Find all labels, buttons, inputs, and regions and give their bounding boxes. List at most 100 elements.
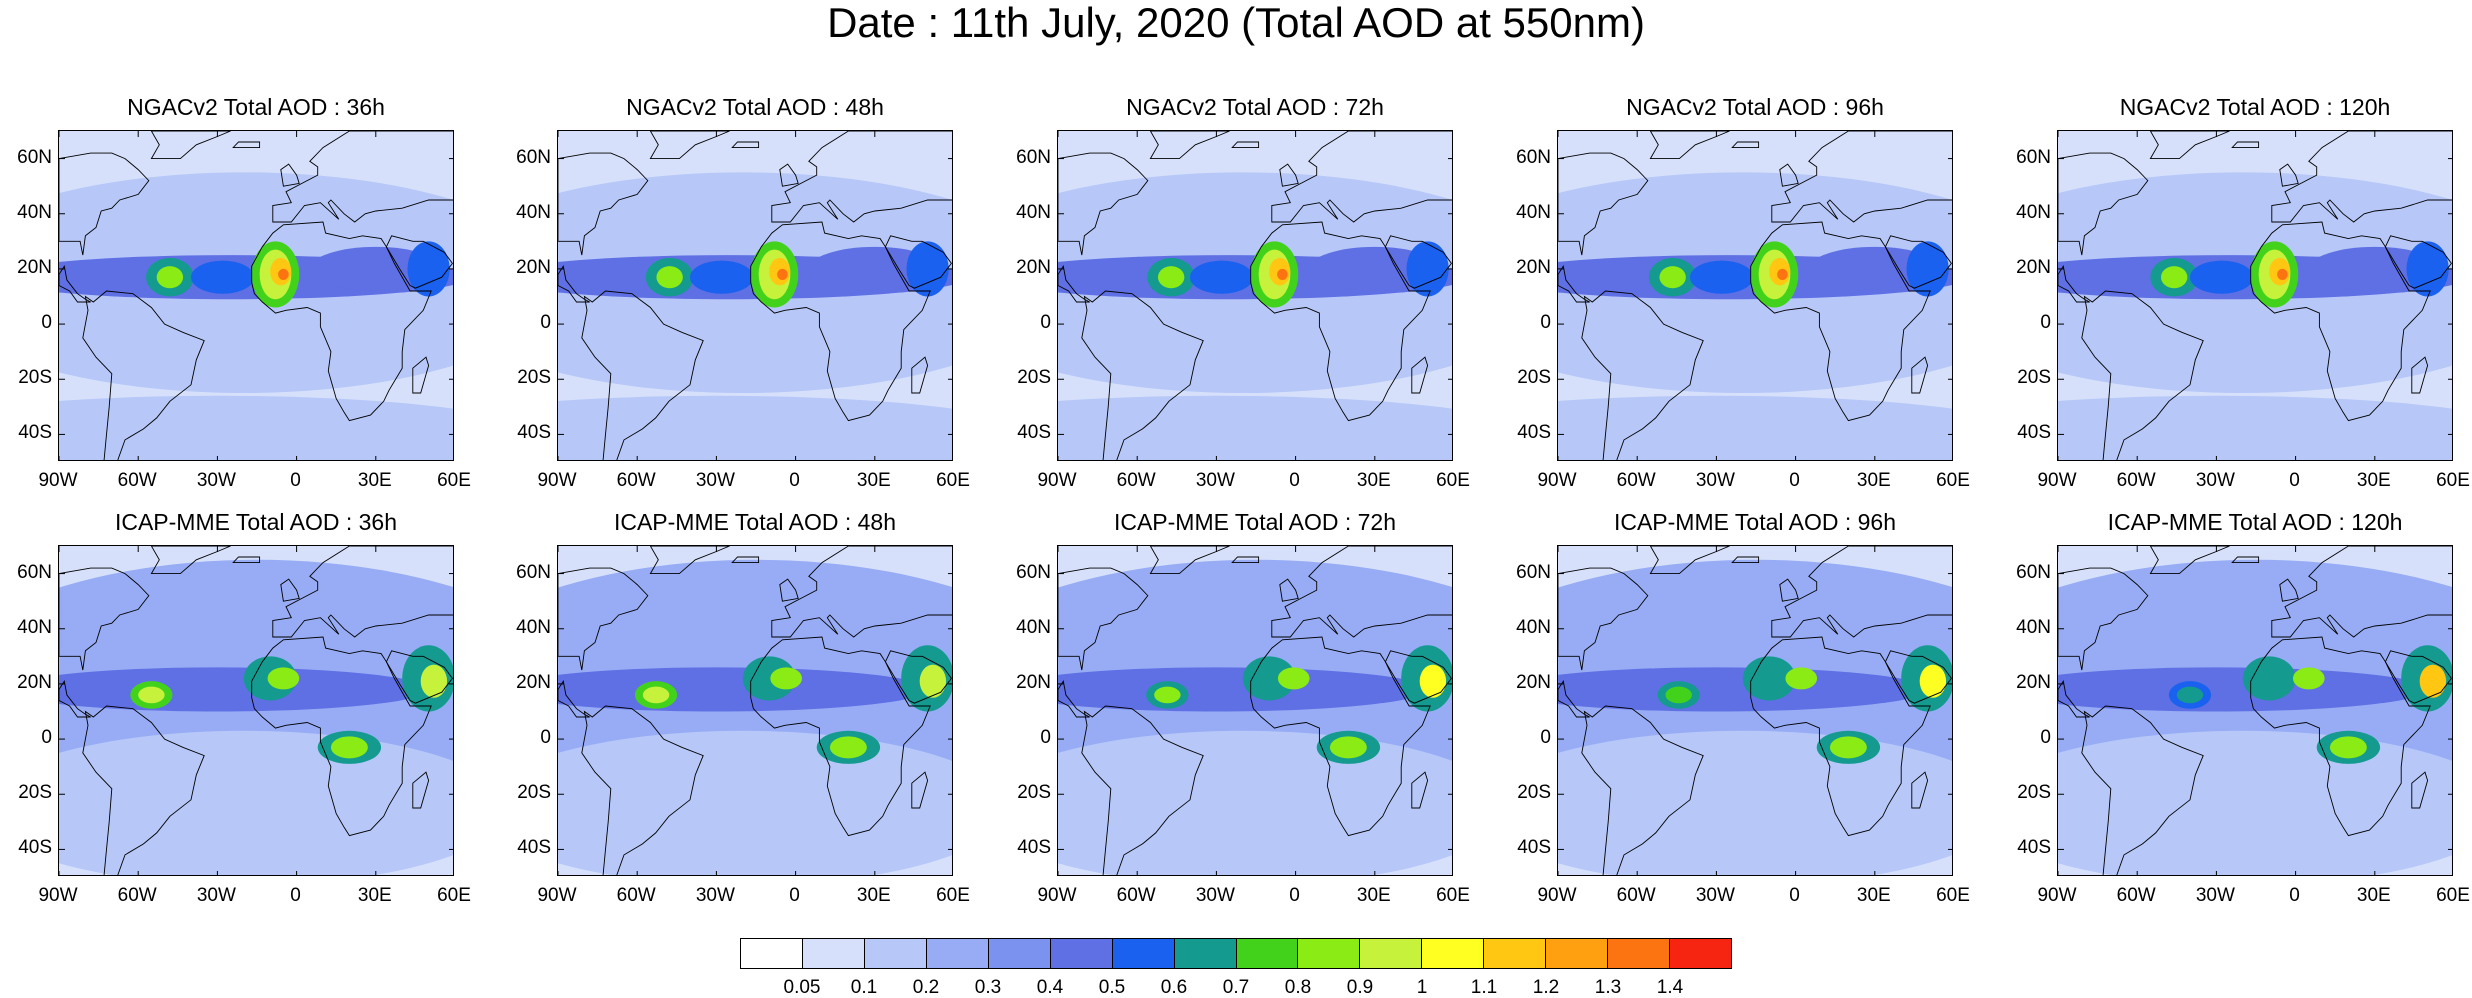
aod-plume xyxy=(2190,260,2254,294)
colorbar-label: 1.2 xyxy=(1532,977,1560,998)
north-america-outline xyxy=(1058,567,1149,671)
africa-outline xyxy=(1250,636,1431,837)
lon-tick-label: 30E xyxy=(1856,885,1891,906)
greenland-outline xyxy=(150,131,231,160)
lat-tick-label: 0 xyxy=(2040,727,2051,749)
colorbar-swatch xyxy=(1484,939,1547,968)
aod-plume xyxy=(59,395,453,460)
north-america-outline xyxy=(558,567,649,671)
lat-tick-label: 40S xyxy=(1017,422,1051,444)
central-america-outline xyxy=(59,265,91,303)
lat-tick-label: 20N xyxy=(1016,256,1051,278)
aod-plume xyxy=(770,667,803,690)
panel-title: ICAP-MME Total AOD : 120h xyxy=(2107,509,2403,535)
lon-tick-label: 30W xyxy=(1695,470,1735,491)
madagascar-outline xyxy=(412,356,430,394)
south-america-outline xyxy=(1581,290,1704,460)
aod-plume xyxy=(1777,268,1788,280)
europe-outline xyxy=(1271,131,1452,223)
lat-tick-label: 20N xyxy=(516,671,551,693)
aod-plume xyxy=(2058,730,2452,875)
europe-outline xyxy=(272,546,453,638)
aod-plume xyxy=(1808,246,1941,291)
aod-plume xyxy=(558,730,952,875)
madagascar-outline xyxy=(2411,356,2429,394)
aod-plume xyxy=(309,246,442,291)
aod-plume xyxy=(2176,686,2204,704)
britain-outline xyxy=(280,163,300,187)
colorbar-label: 1 xyxy=(1416,977,1428,998)
lon-tick-label: 90W xyxy=(2037,885,2077,906)
lon-tick-label: 0 xyxy=(1289,470,1300,491)
colorbar-label: 0.2 xyxy=(912,977,940,998)
colorbar-label: 1.1 xyxy=(1470,977,1498,998)
map-canvas xyxy=(1058,546,1452,875)
africa-outline xyxy=(2250,636,2431,837)
central-america-outline xyxy=(2058,680,2090,718)
aod-plume xyxy=(330,736,368,759)
lon-tick-label: 60E xyxy=(2436,885,2470,906)
map-canvas xyxy=(558,546,952,875)
aod-map xyxy=(1557,130,1953,461)
lon-tick-label: 90W xyxy=(38,885,78,906)
aod-map xyxy=(1057,545,1453,876)
central-america-outline xyxy=(558,680,590,718)
lon-tick-label: 60E xyxy=(1936,885,1970,906)
africa-outline xyxy=(251,636,432,837)
north-america-outline xyxy=(1558,567,1649,671)
aod-plume xyxy=(278,268,289,280)
iceland-outline xyxy=(2231,556,2260,564)
lat-tick-label: 40N xyxy=(516,616,551,638)
lat-tick-label: 20N xyxy=(1516,671,1551,693)
greenland-outline xyxy=(649,131,730,160)
north-america-outline xyxy=(558,152,649,256)
lon-tick-label: 60W xyxy=(1616,885,1656,906)
aod-plume xyxy=(1665,686,1692,704)
central-america-outline xyxy=(1058,680,1090,718)
lon-tick-label: 30W xyxy=(695,885,735,906)
arabia-outline xyxy=(884,650,952,704)
south-america-outline xyxy=(1081,705,1204,875)
europe-outline xyxy=(1771,546,1952,638)
map-canvas xyxy=(59,546,453,875)
lat-tick-label: 40S xyxy=(2017,422,2051,444)
aod-plume xyxy=(1277,667,1310,690)
lon-tick-label: 30W xyxy=(1195,470,1235,491)
lon-tick-label: 30W xyxy=(2195,470,2235,491)
map-canvas xyxy=(1558,131,1952,460)
aod-plume xyxy=(156,266,184,289)
iceland-outline xyxy=(731,141,760,149)
arabia-outline xyxy=(1384,235,1452,289)
aod-plume xyxy=(642,686,670,704)
africa-outline xyxy=(750,636,931,837)
lon-tick-label: 30W xyxy=(196,470,236,491)
colorbar-swatch xyxy=(1422,939,1485,968)
colorbar-label: 0.7 xyxy=(1222,977,1250,998)
lon-tick-label: 30E xyxy=(856,470,891,491)
aod-plume xyxy=(2058,667,2428,712)
lon-tick-label: 60E xyxy=(437,885,471,906)
britain-outline xyxy=(779,163,799,187)
madagascar-outline xyxy=(2411,771,2429,809)
colorbar-swatch xyxy=(1236,939,1299,968)
iceland-outline xyxy=(2231,141,2260,149)
aod-plume xyxy=(1419,664,1447,698)
colorbar-swatch xyxy=(1112,939,1175,968)
central-america-outline xyxy=(2058,265,2090,303)
lat-tick-label: 20N xyxy=(2016,671,2051,693)
colorbar-label: 0.05 xyxy=(783,977,821,998)
africa-outline xyxy=(1250,221,1431,422)
lon-tick-label: 90W xyxy=(1537,470,1577,491)
colorbar-swatch xyxy=(741,939,803,968)
aod-plume xyxy=(1558,730,1952,875)
lon-tick-label: 0 xyxy=(2289,885,2300,906)
aod-plume xyxy=(906,241,949,297)
aod-map xyxy=(58,130,454,461)
north-america-outline xyxy=(59,152,150,256)
aod-map xyxy=(58,545,454,876)
aod-plume xyxy=(407,241,450,297)
aod-plume xyxy=(1154,686,1181,704)
lon-tick-label: 60E xyxy=(1936,470,1970,491)
lat-tick-label: 40N xyxy=(2016,616,2051,638)
lat-tick-label: 20N xyxy=(516,256,551,278)
